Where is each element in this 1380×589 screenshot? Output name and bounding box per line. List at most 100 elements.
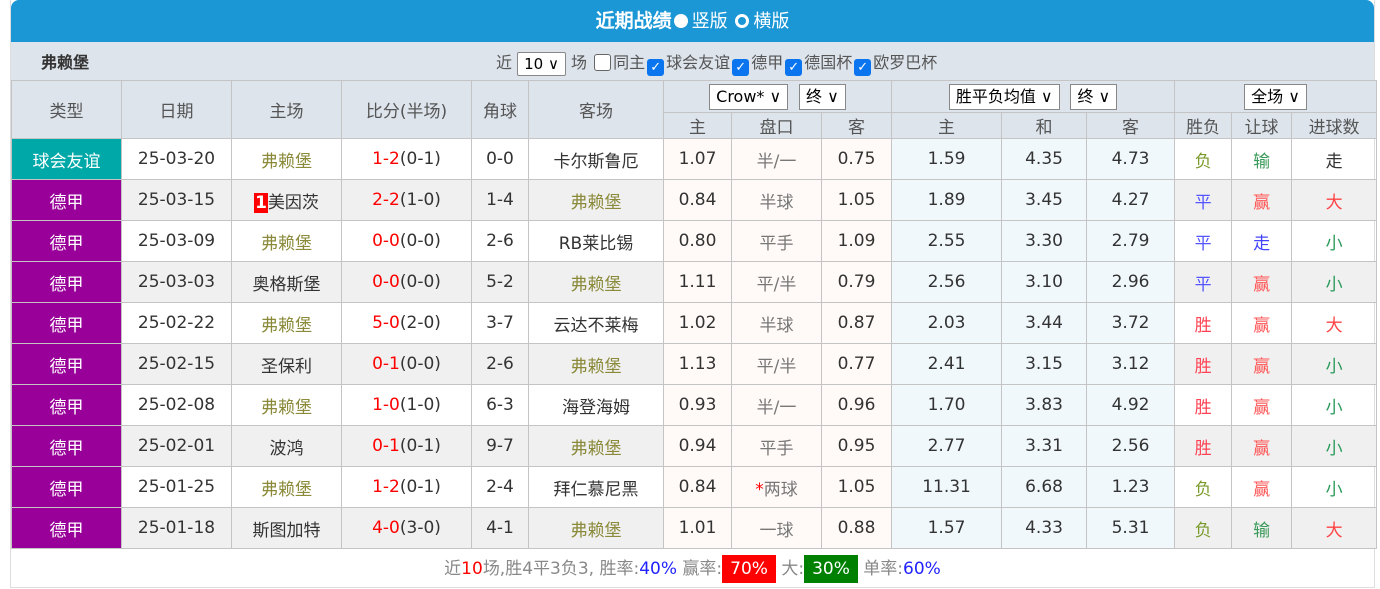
subcol-header: 和 <box>1001 112 1088 139</box>
bundesliga-checkbox[interactable]: ✓ <box>732 59 750 76</box>
score-cell[interactable]: 1-2(0-1) <box>341 466 472 508</box>
result-cell: 平 <box>1174 179 1233 221</box>
subcol-header: 盘口 <box>731 112 822 139</box>
home-team-cell[interactable]: 奥格斯堡 <box>231 261 342 303</box>
away-odds: 1.05 <box>820 466 893 508</box>
score-cell[interactable]: 0-1(0-1) <box>341 425 472 467</box>
scope-select[interactable]: 全场 ∨ <box>1244 83 1307 110</box>
europa-checkbox[interactable]: ✓ <box>854 59 872 76</box>
handicap-cell: 半/一 <box>731 384 822 426</box>
away-team-cell[interactable]: 卡尔斯鲁厄 <box>528 138 664 180</box>
loss-avg: 3.72 <box>1086 302 1176 344</box>
home-team-cell[interactable]: 1美因茨 <box>231 179 342 221</box>
loss-avg: 2.56 <box>1086 425 1176 467</box>
handicap-result-cell: 赢 <box>1231 343 1293 385</box>
score-cell[interactable]: 1-0(1-0) <box>341 384 472 426</box>
score-cell[interactable]: 1-2(0-1) <box>341 138 472 180</box>
home-team-cell[interactable]: 弗赖堡 <box>231 220 342 262</box>
away-team-cell[interactable]: 弗赖堡 <box>528 507 664 549</box>
avg-select[interactable]: 胜平负均值 ∨ <box>948 83 1060 110</box>
league-tag[interactable]: 德甲 <box>11 261 122 303</box>
goals-result-cell: 小 <box>1291 425 1378 467</box>
col-home: 主场 <box>231 80 342 139</box>
home-odds: 0.84 <box>663 179 732 221</box>
away-team-cell[interactable]: 弗赖堡 <box>528 261 664 303</box>
home-odds: 1.07 <box>663 138 732 180</box>
dfb-pokal-checkbox[interactable]: ✓ <box>785 59 803 76</box>
draw-avg: 3.15 <box>1001 343 1088 385</box>
handicap-cell: 半球 <box>731 302 822 344</box>
table-row: 德甲 25-02-22 弗赖堡 5-0(2-0) 3-7 云达不莱梅 1.02 半球 0.87 2… <box>11 302 1378 344</box>
score-cell[interactable]: 4-0(3-0) <box>341 507 472 549</box>
away-team-cell[interactable]: 云达不莱梅 <box>528 302 664 344</box>
league-tag[interactable]: 球会友谊 <box>11 138 122 180</box>
handicap-cell: *两球 <box>731 466 822 508</box>
type-label: 欧罗巴杯 <box>873 53 938 72</box>
away-team-cell[interactable]: 弗赖堡 <box>528 343 664 385</box>
league-tag[interactable]: 德甲 <box>11 466 122 508</box>
friendly-checkbox[interactable]: ✓ <box>647 59 665 76</box>
away-team-cell[interactable]: 弗赖堡 <box>528 425 664 467</box>
col-corner: 角球 <box>471 80 529 139</box>
home-team-cell[interactable]: 斯图加特 <box>231 507 342 549</box>
away-team-cell[interactable]: 海登海姆 <box>528 384 664 426</box>
handicap-cell: 半/一 <box>731 138 822 180</box>
away-odds: 0.95 <box>820 425 893 467</box>
corner-cell: 2-6 <box>471 220 529 262</box>
score-cell[interactable]: 0-0(0-0) <box>341 220 472 262</box>
company-select[interactable]: Crow* ∨ <box>709 83 789 110</box>
phase-select[interactable]: 终 ∨ <box>799 83 846 110</box>
league-tag[interactable]: 德甲 <box>11 220 122 262</box>
win-avg: 2.41 <box>891 343 1003 385</box>
away-team-cell[interactable]: RB莱比锡 <box>528 220 664 262</box>
league-tag[interactable]: 德甲 <box>11 343 122 385</box>
date-cell: 25-02-15 <box>121 343 232 385</box>
league-tag[interactable]: 德甲 <box>11 384 122 426</box>
home-odds: 0.80 <box>663 220 732 262</box>
filter-bar: 弗赖堡 近 10 ∨ 场 同主 ✓ 球会友谊 ✓ 德甲 ✓ 德国杯 ✓ 欧罗巴杯 <box>11 42 1374 80</box>
date-cell: 25-03-03 <box>121 261 232 303</box>
subcol-header: 胜负 <box>1174 112 1233 139</box>
score-cell[interactable]: 5-0(2-0) <box>341 302 472 344</box>
handicap-result-cell: 输 <box>1231 138 1293 180</box>
away-team-cell[interactable]: 拜仁慕尼黑 <box>528 466 664 508</box>
score-cell[interactable]: 2-2(1-0) <box>341 179 472 221</box>
home-team-cell[interactable]: 弗赖堡 <box>231 384 342 426</box>
goals-result-cell: 走 <box>1291 138 1378 180</box>
league-tag[interactable]: 德甲 <box>11 507 122 549</box>
loss-avg: 4.92 <box>1086 384 1176 426</box>
home-team-cell[interactable]: 弗赖堡 <box>231 466 342 508</box>
same-home-checkbox[interactable] <box>594 54 612 71</box>
away-odds: 0.77 <box>820 343 893 385</box>
away-team-cell[interactable]: 弗赖堡 <box>528 179 664 221</box>
table-row: 德甲 25-02-15 圣保利 0-1(0-0) 2-6 弗赖堡 1.13 平/半 0.77 2.… <box>11 343 1378 385</box>
result-cell: 负 <box>1174 466 1233 508</box>
score-cell[interactable]: 0-1(0-0) <box>341 343 472 385</box>
horizontal-label[interactable]: 横版 <box>753 11 790 32</box>
corner-cell: 4-1 <box>471 507 529 549</box>
home-team-cell[interactable]: 圣保利 <box>231 343 342 385</box>
home-team-cell[interactable]: 波鸿 <box>231 425 342 467</box>
vertical-label[interactable]: 竖版 <box>691 11 728 32</box>
match-count-select[interactable]: 10 ∨ <box>517 51 566 76</box>
phase2-select[interactable]: 终 ∨ <box>1070 83 1118 110</box>
home-odds: 0.94 <box>663 425 732 467</box>
subcol-header: 客 <box>1086 112 1176 139</box>
home-team-cell[interactable]: 弗赖堡 <box>231 138 342 180</box>
league-tag[interactable]: 德甲 <box>11 179 122 221</box>
home-odds: 1.02 <box>663 302 732 344</box>
draw-avg: 3.44 <box>1001 302 1088 344</box>
league-tag[interactable]: 德甲 <box>11 425 122 467</box>
subcol-header: 进球数 <box>1291 112 1378 139</box>
score-cell[interactable]: 0-0(0-0) <box>341 261 472 303</box>
date-cell: 25-02-01 <box>121 425 232 467</box>
away-odds: 0.96 <box>820 384 893 426</box>
home-odds: 1.13 <box>663 343 732 385</box>
home-odds: 0.93 <box>663 384 732 426</box>
home-team-cell[interactable]: 弗赖堡 <box>231 302 342 344</box>
radio-horizontal[interactable] <box>735 14 750 28</box>
league-tag[interactable]: 德甲 <box>11 302 122 344</box>
handicap-cell: 平/半 <box>731 261 822 303</box>
subcol-header: 客 <box>820 112 893 139</box>
radio-vertical[interactable] <box>673 14 688 28</box>
